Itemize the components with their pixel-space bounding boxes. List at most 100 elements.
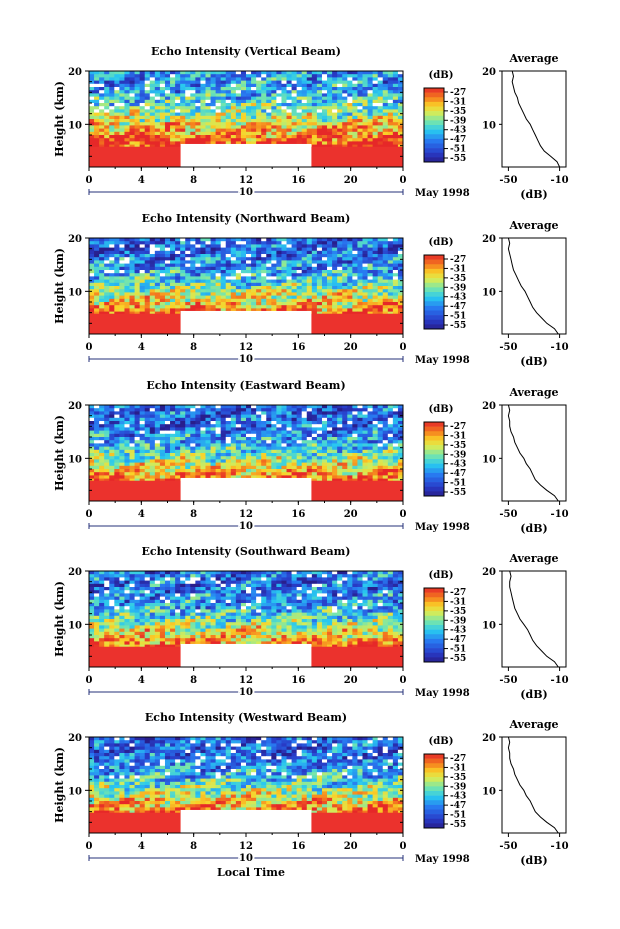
heatmap-cell bbox=[119, 125, 125, 129]
heatmap-cell bbox=[129, 411, 135, 415]
heatmap-cell bbox=[195, 250, 201, 255]
heatmap-cell bbox=[382, 308, 389, 312]
heatmap-cell bbox=[256, 273, 262, 277]
heatmap-cell bbox=[144, 430, 151, 435]
heatmap-cell bbox=[301, 138, 308, 142]
heatmap-cell bbox=[362, 311, 368, 316]
heatmap-cell bbox=[316, 453, 323, 457]
heatmap-cell bbox=[377, 254, 384, 258]
heatmap-cell bbox=[109, 411, 115, 415]
heatmap-cell bbox=[261, 405, 267, 409]
heatmap-cell bbox=[321, 279, 328, 284]
heatmap-cell bbox=[332, 241, 338, 245]
heatmap-cell bbox=[256, 141, 262, 145]
heatmap-cell bbox=[99, 286, 105, 290]
heatmap-cell bbox=[382, 449, 389, 454]
heatmap-cell bbox=[246, 449, 252, 454]
heatmap-cell bbox=[342, 77, 348, 81]
heatmap-cell bbox=[170, 433, 176, 438]
heatmap-cell bbox=[200, 308, 206, 312]
heatmap-cell bbox=[200, 421, 206, 425]
heatmap-cell bbox=[362, 273, 368, 277]
heatmap-cell bbox=[124, 254, 130, 258]
heatmap-cell bbox=[129, 443, 135, 447]
heatmap-cell bbox=[170, 71, 176, 75]
heatmap-cell bbox=[124, 453, 130, 457]
heatmap-cell bbox=[362, 122, 368, 126]
heatmap-cell bbox=[397, 106, 404, 110]
heatmap-cell bbox=[301, 115, 308, 120]
heatmap-cell bbox=[352, 456, 358, 460]
heatmap-cell bbox=[164, 273, 171, 277]
heatmap-cell bbox=[119, 122, 125, 126]
heatmap-cell bbox=[225, 437, 232, 441]
heatmap-cell bbox=[154, 453, 161, 457]
heatmap-cell bbox=[200, 109, 206, 113]
heatmap-cell bbox=[190, 302, 196, 306]
heatmap-cell bbox=[342, 141, 348, 145]
heatmap-cell bbox=[170, 308, 176, 312]
heatmap-cell bbox=[94, 90, 100, 94]
heatmap-cell bbox=[89, 83, 95, 88]
heatmap-cell bbox=[256, 103, 262, 107]
heatmap-cell bbox=[149, 141, 156, 145]
heatmap-cell bbox=[321, 453, 328, 457]
heatmap-cell bbox=[170, 106, 176, 110]
colorbar-segment bbox=[424, 92, 444, 98]
heatmap-cell bbox=[301, 411, 308, 415]
heatmap-cell bbox=[220, 87, 227, 91]
heatmap-cell bbox=[104, 440, 110, 444]
heatmap-cell bbox=[367, 112, 374, 117]
heatmap-cell bbox=[225, 80, 232, 85]
heatmap-cell bbox=[235, 295, 242, 300]
heatmap-cell bbox=[159, 437, 166, 441]
heatmap-cell bbox=[180, 302, 186, 306]
heatmap-cell bbox=[119, 421, 125, 425]
heatmap-cell bbox=[266, 74, 272, 78]
heatmap-cell bbox=[256, 427, 262, 431]
heatmap-cell bbox=[215, 138, 222, 142]
heatmap-cell bbox=[296, 302, 303, 306]
heatmap-cell bbox=[392, 279, 399, 284]
heatmap-cell bbox=[220, 109, 227, 113]
heatmap-cell bbox=[240, 408, 247, 412]
heatmap-cell bbox=[215, 292, 222, 296]
heatmap-cell bbox=[327, 298, 333, 303]
heatmap-cell bbox=[372, 260, 379, 264]
heatmap-cell bbox=[215, 135, 222, 139]
heatmap-cell bbox=[337, 308, 343, 312]
heatmap-cell bbox=[119, 241, 125, 245]
heatmap-cell bbox=[286, 298, 292, 303]
heatmap-cell bbox=[134, 430, 141, 435]
heatmap-cell bbox=[114, 408, 120, 412]
heatmap-cell bbox=[352, 112, 358, 117]
heatmap-cell bbox=[266, 414, 272, 419]
heatmap-cell bbox=[256, 414, 262, 419]
heatmap-cell bbox=[180, 109, 186, 113]
heatmap-cell bbox=[235, 408, 242, 412]
heatmap-cell bbox=[149, 276, 156, 280]
heatmap-cell bbox=[372, 109, 379, 113]
heatmap-cell bbox=[104, 106, 110, 110]
heatmap-cell bbox=[276, 421, 282, 425]
heatmap-cell bbox=[271, 308, 277, 312]
heatmap-cell bbox=[139, 427, 146, 431]
heatmap-cell bbox=[301, 446, 308, 451]
heatmap-cell bbox=[347, 440, 353, 444]
heatmap-cell bbox=[205, 138, 211, 142]
heatmap-cell bbox=[347, 311, 353, 316]
heatmap-cell bbox=[220, 77, 227, 81]
heatmap-cell bbox=[276, 289, 282, 293]
heatmap-cell bbox=[271, 449, 277, 454]
heatmap-cell bbox=[382, 257, 389, 261]
heatmap-cell bbox=[306, 141, 313, 145]
heatmap-cell bbox=[175, 446, 181, 451]
heatmap-cell bbox=[372, 276, 379, 280]
heatmap-cell bbox=[119, 446, 125, 451]
heatmap-cell bbox=[372, 254, 379, 258]
heatmap-cell bbox=[220, 250, 227, 255]
heatmap-cell bbox=[397, 266, 404, 271]
heatmap-cell bbox=[362, 424, 368, 428]
heatmap-cell bbox=[372, 263, 379, 268]
heatmap-cell bbox=[352, 93, 358, 97]
